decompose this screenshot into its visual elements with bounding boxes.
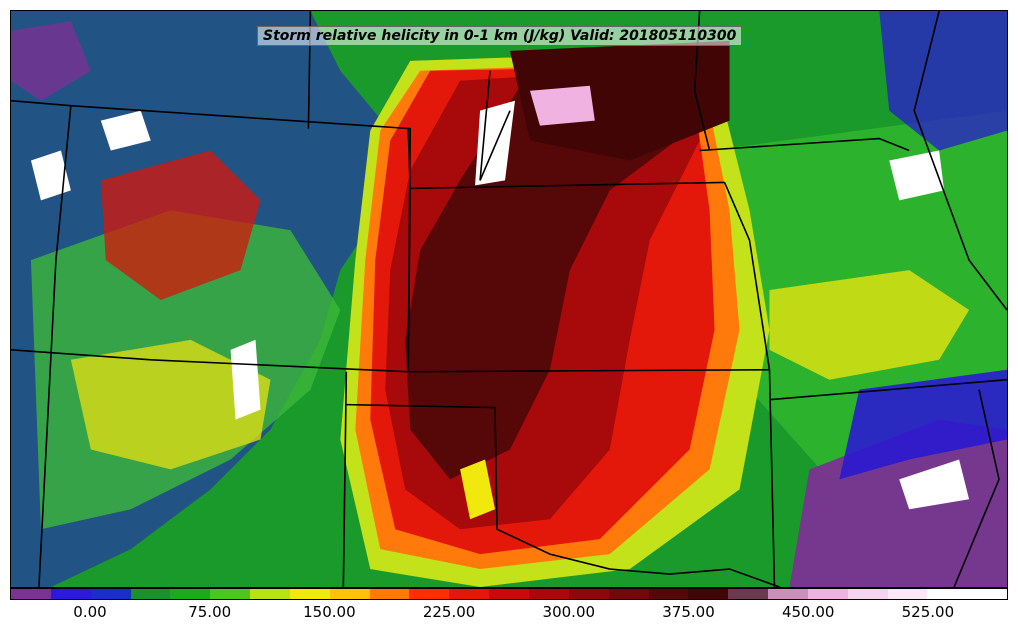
state-boundaries [11, 11, 1007, 587]
colorbar-segment [50, 589, 91, 599]
field-white-se [899, 459, 970, 510]
colorbar-segment [369, 589, 410, 599]
field-red-northwest [100, 150, 261, 300]
field-yellow-spot [460, 459, 496, 520]
colorbar-segment [449, 589, 490, 599]
map-panel: Storm relative helicity in 0-1 km (J/kg)… [10, 10, 1008, 588]
field-yellow-east [769, 270, 970, 380]
colorbar-tick-label: 225.00 [422, 603, 476, 621]
colorbar-tick-label: 525.00 [901, 603, 955, 621]
field-maroon-north [509, 40, 730, 161]
colorbar-segment [807, 589, 848, 599]
colorbar-segment [489, 589, 529, 599]
field-white-nw [30, 150, 71, 201]
colorbar-labels: 0.00 75.00 150.00 225.00 300.00 375.00 450.00 5… [10, 603, 1008, 625]
field-yellow-west [70, 339, 271, 470]
colorbar-segment [568, 589, 609, 599]
field-blue-east [879, 11, 1007, 151]
colorbar-segment [927, 589, 968, 599]
colorbar-segment [250, 589, 290, 599]
colorbar-segment [170, 589, 211, 599]
colorbar-tick-label: 300.00 [542, 603, 596, 621]
field-white-east [889, 150, 945, 201]
field-blue-se [839, 369, 1007, 480]
field-maroon-core [405, 60, 690, 480]
colorbar-tick-label: 75.00 [188, 603, 232, 621]
colorbar-segment [728, 589, 769, 599]
colorbar-segment [528, 589, 569, 599]
field-pink-north [529, 85, 595, 126]
colorbar-segment [608, 589, 649, 599]
colorbar-segment [11, 589, 51, 599]
colorbar-segment [130, 589, 171, 599]
colorbar-segment [90, 589, 131, 599]
colorbar-segment [768, 589, 808, 599]
colorbar-segment [887, 589, 928, 599]
colorbar-segment [289, 589, 330, 599]
colorbar [10, 588, 1008, 600]
colorbar-tick-label: 450.00 [781, 603, 835, 621]
field-white-mid [230, 339, 261, 420]
colorbar-segment [329, 589, 370, 599]
field-purple-nw [11, 20, 91, 101]
colorbar-tick-label: 375.00 [662, 603, 715, 621]
colorbar-tick-label: 0.00 [73, 603, 107, 621]
colorbar-segment [688, 589, 729, 599]
colorbar-segment [847, 589, 888, 599]
colorbar-segment [967, 589, 1008, 599]
colorbar-tick-label: 150.00 [303, 603, 356, 621]
colorbar-segment [409, 589, 450, 599]
map-title: Storm relative helicity in 0-1 km (J/kg)… [257, 26, 743, 46]
colorbar-segment [648, 589, 689, 599]
colorbar-segment [210, 589, 251, 599]
field-white-nw2 [100, 110, 151, 151]
helicity-map [11, 11, 1007, 587]
